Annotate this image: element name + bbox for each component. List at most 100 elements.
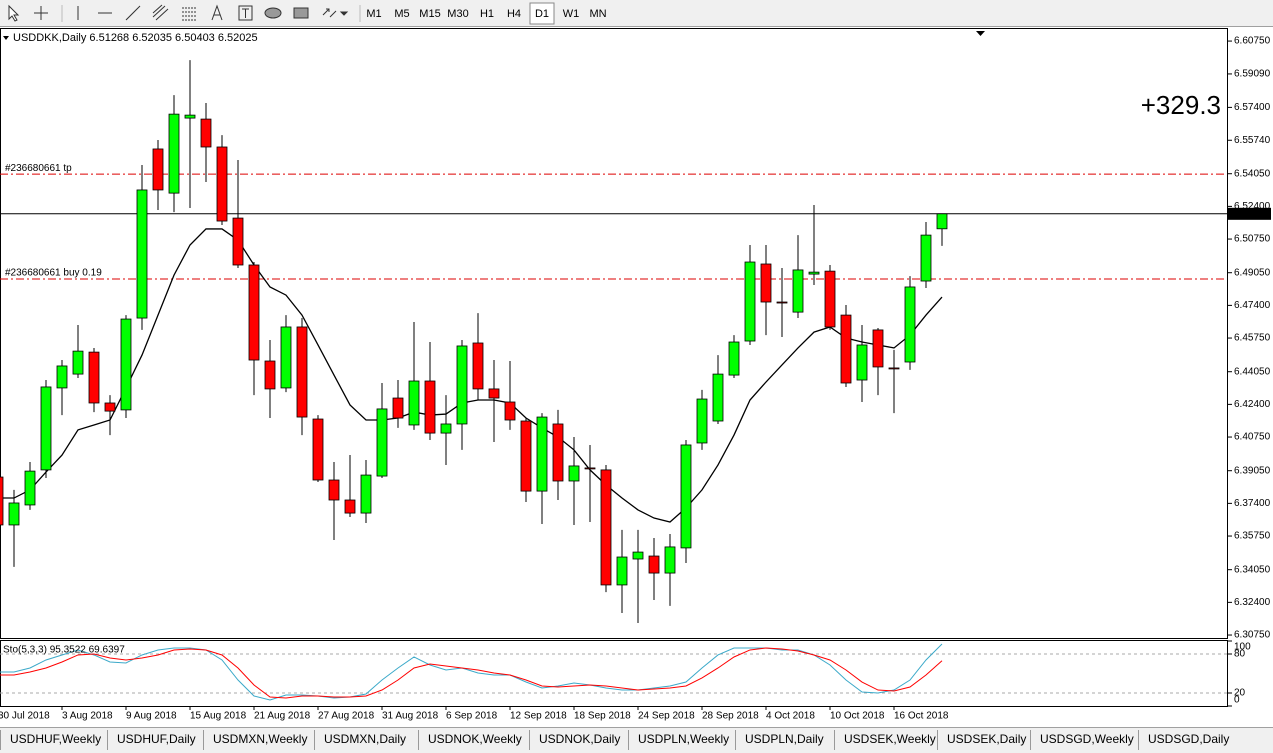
candle-body [872,329,884,368]
candle-body [936,213,948,230]
tab[interactable]: USDHUF,Daily [117,732,196,746]
x-tick-label: 16 Oct 2018 [894,711,949,722]
x-tick-label: 6 Sep 2018 [446,711,498,722]
candle-body [696,398,708,444]
chart-window [0,27,1273,727]
tab[interactable]: USDSEK,Daily [947,732,1026,746]
candle-body [920,234,932,282]
timeframe-button[interactable]: M1 [366,8,381,20]
candle-body [568,465,580,482]
x-tick-label: 28 Sep 2018 [702,711,759,722]
order-level-label: #236680661 buy 0.19 [5,268,102,279]
x-tick-label: 24 Sep 2018 [638,711,695,722]
main-plot-frame [0,28,1228,639]
candle-body [104,402,116,412]
candle-body [664,546,676,574]
y-tick-label: 6.44050 [1234,366,1271,377]
candle-body [24,470,36,506]
tab[interactable]: USDPLN,Daily [745,732,824,746]
stochastic-frame [0,640,1228,707]
candle-body [328,479,340,501]
candle-body [296,326,308,418]
candle-body [904,286,916,363]
candle-body [792,269,804,313]
label-tool-glyph [242,8,249,18]
fibonacci-tool[interactable] [182,7,196,21]
candle-body [440,423,452,434]
y-tick-label: 6.50750 [1234,234,1271,245]
chart-header: USDDKK,Daily 6.51268 6.52035 6.50403 6.5… [13,32,258,44]
timeframe-button[interactable]: M15 [419,8,440,20]
timeframe-button[interactable]: H4 [507,8,521,20]
candle-body [600,469,612,586]
timeframe-button[interactable]: H1 [480,8,494,20]
timeframe-button[interactable]: D1 [535,8,549,20]
main-plot: #236680661 tp #236680661 buy 0.19 [0,60,1227,623]
y-tick-label: 6.39050 [1234,465,1271,476]
timeframe-button[interactable]: W1 [563,8,580,20]
tab[interactable]: USDSGD,Weekly [1040,732,1134,746]
candle-body [72,350,84,375]
order-level-label: #236680661 tp [5,163,72,174]
candle-body [248,264,260,361]
header-marker [3,36,9,40]
tab[interactable]: USDHUF,Weekly [10,732,101,746]
tab[interactable]: USDNOK,Daily [539,732,620,746]
candle-body [120,318,132,411]
candle-body [744,261,756,342]
x-tick-label: 21 Aug 2018 [254,711,311,722]
cursor-tool[interactable] [8,4,20,22]
candle-body [456,345,468,425]
label-tool[interactable] [238,5,253,21]
candle-body [520,420,532,492]
channel-tool[interactable] [152,4,169,21]
ellipse-tool[interactable] [264,7,282,19]
crosshair-tool[interactable] [34,6,48,20]
y-tick-label: 6.60750 [1234,36,1271,47]
stochastic-label: Sto(5,3,3) 95.3522 69.6397 [3,645,125,656]
candle-body [808,271,820,275]
candle-body [840,314,852,384]
candle-body [648,555,660,574]
tab[interactable]: USDNOK,Weekly [428,732,522,746]
candle-body [776,301,788,304]
x-tick-label: 3 Aug 2018 [62,711,113,722]
axes: 6.60750 6.59090 6.57400 6.55740 6.54050 6.524… [0,36,1271,722]
timeframe-button[interactable]: MN [589,8,606,20]
y-tick-label: 6.37400 [1234,498,1271,509]
candle-body [264,360,276,390]
tab[interactable]: USDPLN,Weekly [638,732,729,746]
tab[interactable]: USDSGD,Daily [1148,732,1229,746]
candle-body [360,474,372,514]
tab[interactable]: USDMXN,Daily [324,732,406,746]
timeframe-button[interactable]: M30 [447,8,468,20]
stochastic-tick-label: 0 [1234,695,1240,706]
timeframe-button[interactable]: M5 [394,8,409,20]
text-tool[interactable] [211,4,223,21]
tab[interactable]: USDMXN,Weekly [213,732,307,746]
candle-body [760,263,772,303]
y-tick-label: 6.49050 [1234,267,1271,278]
timeframe-pressed [529,2,555,25]
x-tick-label: 9 Aug 2018 [126,711,177,722]
y-tick-label: 6.45750 [1234,333,1271,344]
arrows-tool[interactable] [322,8,337,18]
candle-body [200,118,212,148]
trendline-tool[interactable] [125,5,141,21]
y-tick-label: 6.30750 [1234,630,1271,641]
dropdown-arrow[interactable] [339,11,349,16]
candle-body [632,551,644,560]
stochastic-tick-label: 100 [1234,642,1251,653]
candle-body [536,416,548,492]
y-tick-label: 6.52400 [1234,201,1271,212]
candle-body [40,386,52,471]
candle-body [680,444,692,549]
tab[interactable]: USDSEK,Weekly [844,732,936,746]
moving-average [0,228,943,523]
tab-bar [0,727,1273,753]
candle-body [552,423,564,482]
rectangle-tool[interactable] [293,7,309,19]
candle-body [344,499,356,514]
